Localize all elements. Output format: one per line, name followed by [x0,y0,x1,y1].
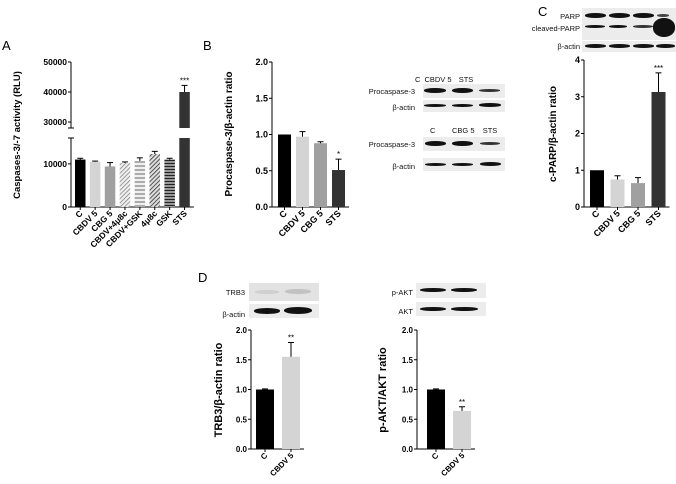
y-tick-label: 50000 [43,57,67,67]
x-tick-label: C [277,208,289,220]
bar [134,160,146,207]
row-label: β-actin [392,162,415,171]
bar [104,166,116,207]
bar [610,179,625,207]
row-label: Procaspase-3 [368,87,415,96]
y-tick-label: 3 [575,92,580,102]
lane-label: CBG 5 [452,126,475,135]
row-label: β-actin [222,310,245,319]
row-label: β-actin [557,42,580,51]
significance-marker: * [337,150,340,159]
panel-label-b: B [203,38,212,53]
row-label: β-actin [392,103,415,112]
chart-panel-d-right: 0.0 0.5 1.0 1.5 2.0 p-AKT/AKT ratio C ** CBDV 5 [377,326,475,478]
bar [590,170,604,207]
bar [89,161,101,207]
x-tick-label: C [259,451,270,462]
x-tick-label: C [73,208,84,219]
lane-label: C [430,126,436,135]
y-axis-label: c-PARP/β-actin ratio [548,86,559,182]
y-axis-label: Caspases-3/-7 activity (RLU) [12,71,23,199]
y-axis-label: TRB3/β-actin ratio [213,342,225,437]
bar [256,389,274,449]
bar [75,159,86,207]
bar [119,163,131,207]
y-tick-label: 1.5 [402,356,414,365]
y-tick-label: 1 [575,165,580,175]
y-tick-label: 1.0 [255,130,268,140]
y-tick-label: 10000 [43,159,67,169]
row-label: PARP [560,12,580,21]
y-tick-label: 0.0 [402,445,414,454]
row-label: Procaspase-3 [368,140,415,149]
y-axis-label: p-AKT/AKT ratio [377,347,389,433]
x-tick-label: CBG 5 [616,208,643,235]
bar [282,356,300,449]
y-tick-label: 2.0 [236,326,248,335]
y-tick-label: 2.0 [255,57,268,67]
lane-label: STS [458,75,474,84]
y-tick-label: 4 [575,55,580,65]
y-tick-label: 40000 [43,87,67,97]
panel-label-d: D [198,270,208,285]
bar [314,143,327,207]
x-tick-label: STS [170,208,189,227]
x-tick-label: C [590,208,602,220]
significance-marker: *** [654,64,663,73]
x-tick-label: CBDV 5 [268,451,295,478]
bar [278,134,291,207]
bar [631,183,645,207]
y-tick-label: 1.5 [255,93,268,103]
y-tick-label: 30000 [43,117,67,127]
significance-marker: ** [459,398,465,407]
chart-panel-d-left: 0.0 0.5 1.0 1.5 2.0 TRB3/β-actin ratio C ** CBDV… [213,326,304,478]
x-tick-label: STS [643,208,662,227]
y-tick-label: 2.0 [402,326,414,335]
bar [164,159,175,207]
row-label: TRB3 [225,288,245,297]
y-tick-label: 2 [575,129,580,139]
lane-label: C [415,75,421,84]
bar [427,389,445,449]
x-tick-label: STS [323,208,342,227]
panel-label-a: A [2,38,11,53]
y-tick-label: 1.5 [236,356,248,365]
chart-panel-a: 0 10000 30000 40000 50000 Caspases-3/-7 activ… [12,57,194,250]
chart-panel-b: 0.0 0.5 1.0 1.5 2.0 Procaspase-3/β-actin rati… [224,57,349,239]
y-tick-label: 1.0 [236,386,248,395]
y-tick-label: 0.5 [402,415,414,424]
bar [149,153,160,207]
significance-marker: ** [288,333,294,342]
y-tick-label: 0 [62,202,67,212]
bar [179,92,190,128]
y-tick-label: 0 [575,202,580,212]
row-label: cleaved-PARP [531,24,580,33]
bar [179,138,190,207]
y-axis-label: Procaspase-3/β-actin ratio [224,71,235,196]
y-tick-label: 0.0 [236,445,248,454]
lane-label: STS [482,126,498,135]
y-tick-label: 0.5 [236,415,248,424]
bar [651,91,666,207]
y-tick-label: 0.0 [255,202,268,212]
significance-marker: *** [180,76,189,85]
x-tick-label: C [430,451,441,462]
bar [453,410,471,449]
row-label: p-AKT [391,288,413,297]
y-tick-label: 0.5 [255,166,268,176]
row-label: AKT [398,307,413,316]
lane-label: CBDV 5 [424,75,452,84]
y-tick-label: 1.0 [402,386,414,395]
bar [296,136,309,207]
panel-label-c: C [538,4,548,19]
bar [332,170,345,207]
x-tick-label: CBDV 5 [439,451,466,478]
